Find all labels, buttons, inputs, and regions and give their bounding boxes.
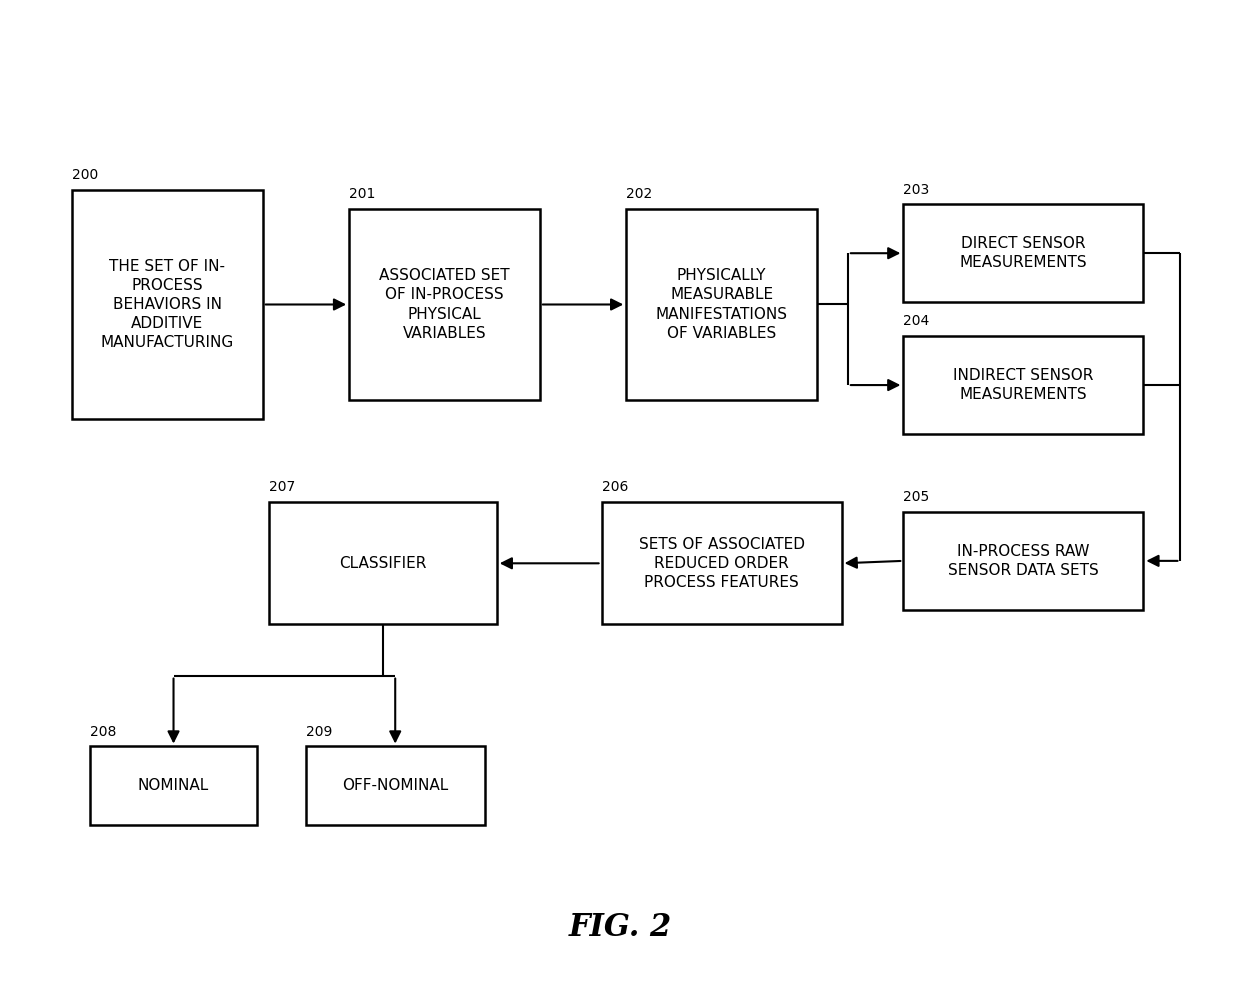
Text: PHYSICALLY
MEASURABLE
MANIFESTATIONS
OF VARIABLES: PHYSICALLY MEASURABLE MANIFESTATIONS OF … (656, 268, 787, 341)
Text: IN-PROCESS RAW
SENSOR DATA SETS: IN-PROCESS RAW SENSOR DATA SETS (949, 544, 1099, 578)
Text: 208: 208 (91, 725, 117, 739)
Text: ASSOCIATED SET
OF IN-PROCESS
PHYSICAL
VARIABLES: ASSOCIATED SET OF IN-PROCESS PHYSICAL VA… (379, 268, 510, 341)
Text: THE SET OF IN-
PROCESS
BEHAVIORS IN
ADDITIVE
MANUFACTURING: THE SET OF IN- PROCESS BEHAVIORS IN ADDI… (100, 259, 234, 351)
Text: OFF-NOMINAL: OFF-NOMINAL (342, 778, 449, 793)
Text: 204: 204 (903, 314, 930, 328)
FancyBboxPatch shape (626, 209, 817, 400)
FancyBboxPatch shape (348, 209, 539, 400)
Text: 202: 202 (626, 187, 652, 202)
Text: NOMINAL: NOMINAL (138, 778, 210, 793)
FancyBboxPatch shape (903, 204, 1143, 302)
Text: SETS OF ASSOCIATED
REDUCED ORDER
PROCESS FEATURES: SETS OF ASSOCIATED REDUCED ORDER PROCESS… (639, 537, 805, 590)
FancyBboxPatch shape (72, 190, 263, 420)
Text: 203: 203 (903, 182, 930, 197)
Text: 206: 206 (601, 481, 627, 494)
Text: CLASSIFIER: CLASSIFIER (340, 556, 427, 571)
Text: 201: 201 (348, 187, 376, 202)
Text: 200: 200 (72, 167, 98, 182)
Text: FIG. 2: FIG. 2 (568, 911, 672, 943)
FancyBboxPatch shape (269, 502, 497, 624)
FancyBboxPatch shape (903, 512, 1143, 610)
FancyBboxPatch shape (903, 336, 1143, 434)
FancyBboxPatch shape (306, 747, 485, 824)
Text: INDIRECT SENSOR
MEASUREMENTS: INDIRECT SENSOR MEASUREMENTS (954, 368, 1094, 402)
Text: 205: 205 (903, 491, 930, 504)
Text: DIRECT SENSOR
MEASUREMENTS: DIRECT SENSOR MEASUREMENTS (960, 236, 1087, 270)
Text: 207: 207 (269, 481, 295, 494)
FancyBboxPatch shape (91, 747, 257, 824)
FancyBboxPatch shape (601, 502, 842, 624)
Text: 209: 209 (306, 725, 332, 739)
